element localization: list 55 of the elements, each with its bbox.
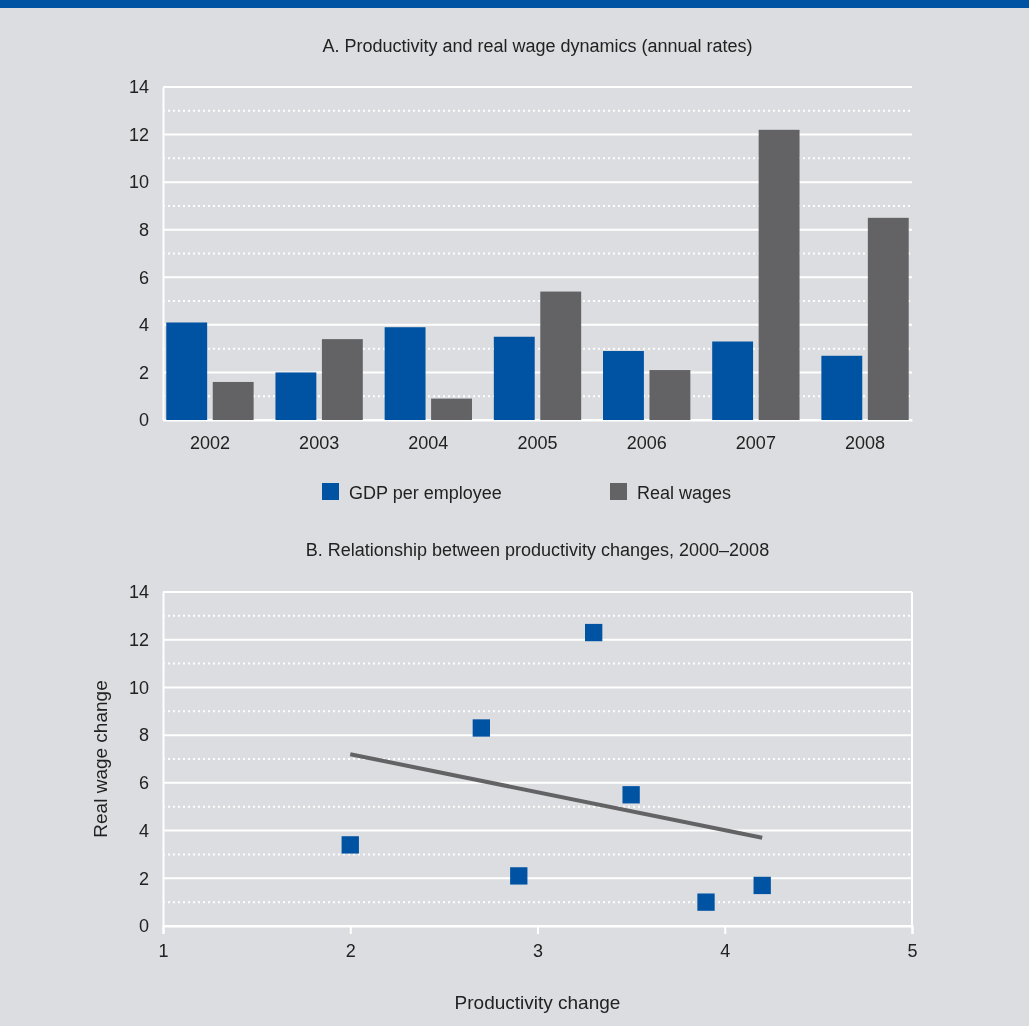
x-tick-label: 5	[907, 940, 918, 961]
x-tick-label: 2004	[408, 432, 449, 453]
x-tick-label: 2007	[735, 432, 776, 453]
bar	[212, 381, 254, 420]
y-tick-label: 4	[138, 315, 149, 336]
point	[622, 786, 640, 804]
x-tick-label: 1	[158, 940, 169, 961]
bar	[493, 336, 535, 420]
x-tick-label: 2005	[517, 432, 558, 453]
bar	[712, 341, 754, 420]
bar	[758, 129, 800, 420]
bar	[321, 339, 363, 420]
legend-label: Real wages	[637, 483, 732, 503]
point	[510, 867, 528, 885]
point	[341, 836, 359, 854]
point	[697, 893, 715, 911]
bar	[275, 372, 317, 420]
bar	[166, 322, 208, 420]
x-tick-label: 2002	[189, 432, 230, 453]
y-tick-label: 8	[138, 219, 149, 240]
y-tick-label: 4	[138, 820, 149, 841]
bar	[540, 291, 582, 420]
legend-label: GDP per employee	[349, 483, 502, 503]
y-tick-label: 14	[128, 77, 149, 98]
x-tick-label: 2006	[626, 432, 667, 453]
y-tick-label: 2	[138, 868, 149, 889]
y-tick-label: 14	[128, 582, 149, 603]
y-tick-label: 10	[128, 677, 149, 698]
y-tick-label: 12	[128, 629, 149, 650]
y-tick-label: 2	[138, 362, 149, 383]
x-tick-label: 4	[720, 940, 731, 961]
y-tick-label: 12	[128, 124, 149, 145]
y-tick-label: 8	[138, 725, 149, 746]
x-tick-label: 2008	[845, 432, 886, 453]
bar	[821, 355, 863, 420]
x-axis-title: Productivity change	[454, 992, 621, 1013]
y-tick-label: 0	[138, 410, 149, 431]
y-axis-title: Real wage change	[90, 680, 111, 838]
bar	[384, 327, 426, 420]
y-tick-label: 0	[138, 916, 149, 937]
bar	[603, 351, 644, 420]
y-tick-label: 6	[138, 267, 149, 288]
chart-title: B. Relationship between productivity changes, 2000–2008	[305, 540, 770, 560]
bar	[867, 217, 909, 420]
y-tick-label: 10	[128, 172, 149, 193]
bar	[431, 398, 472, 420]
y-tick-label: 6	[138, 773, 149, 794]
point	[472, 719, 490, 737]
point	[585, 623, 603, 642]
chart-title: A. Productivity and real wage dynamics (annual rates)	[322, 36, 753, 56]
bar	[649, 370, 691, 420]
x-tick-label: 2003	[299, 432, 340, 453]
x-tick-label: 2	[345, 940, 356, 961]
x-tick-label: 3	[532, 940, 544, 961]
point	[753, 876, 771, 895]
